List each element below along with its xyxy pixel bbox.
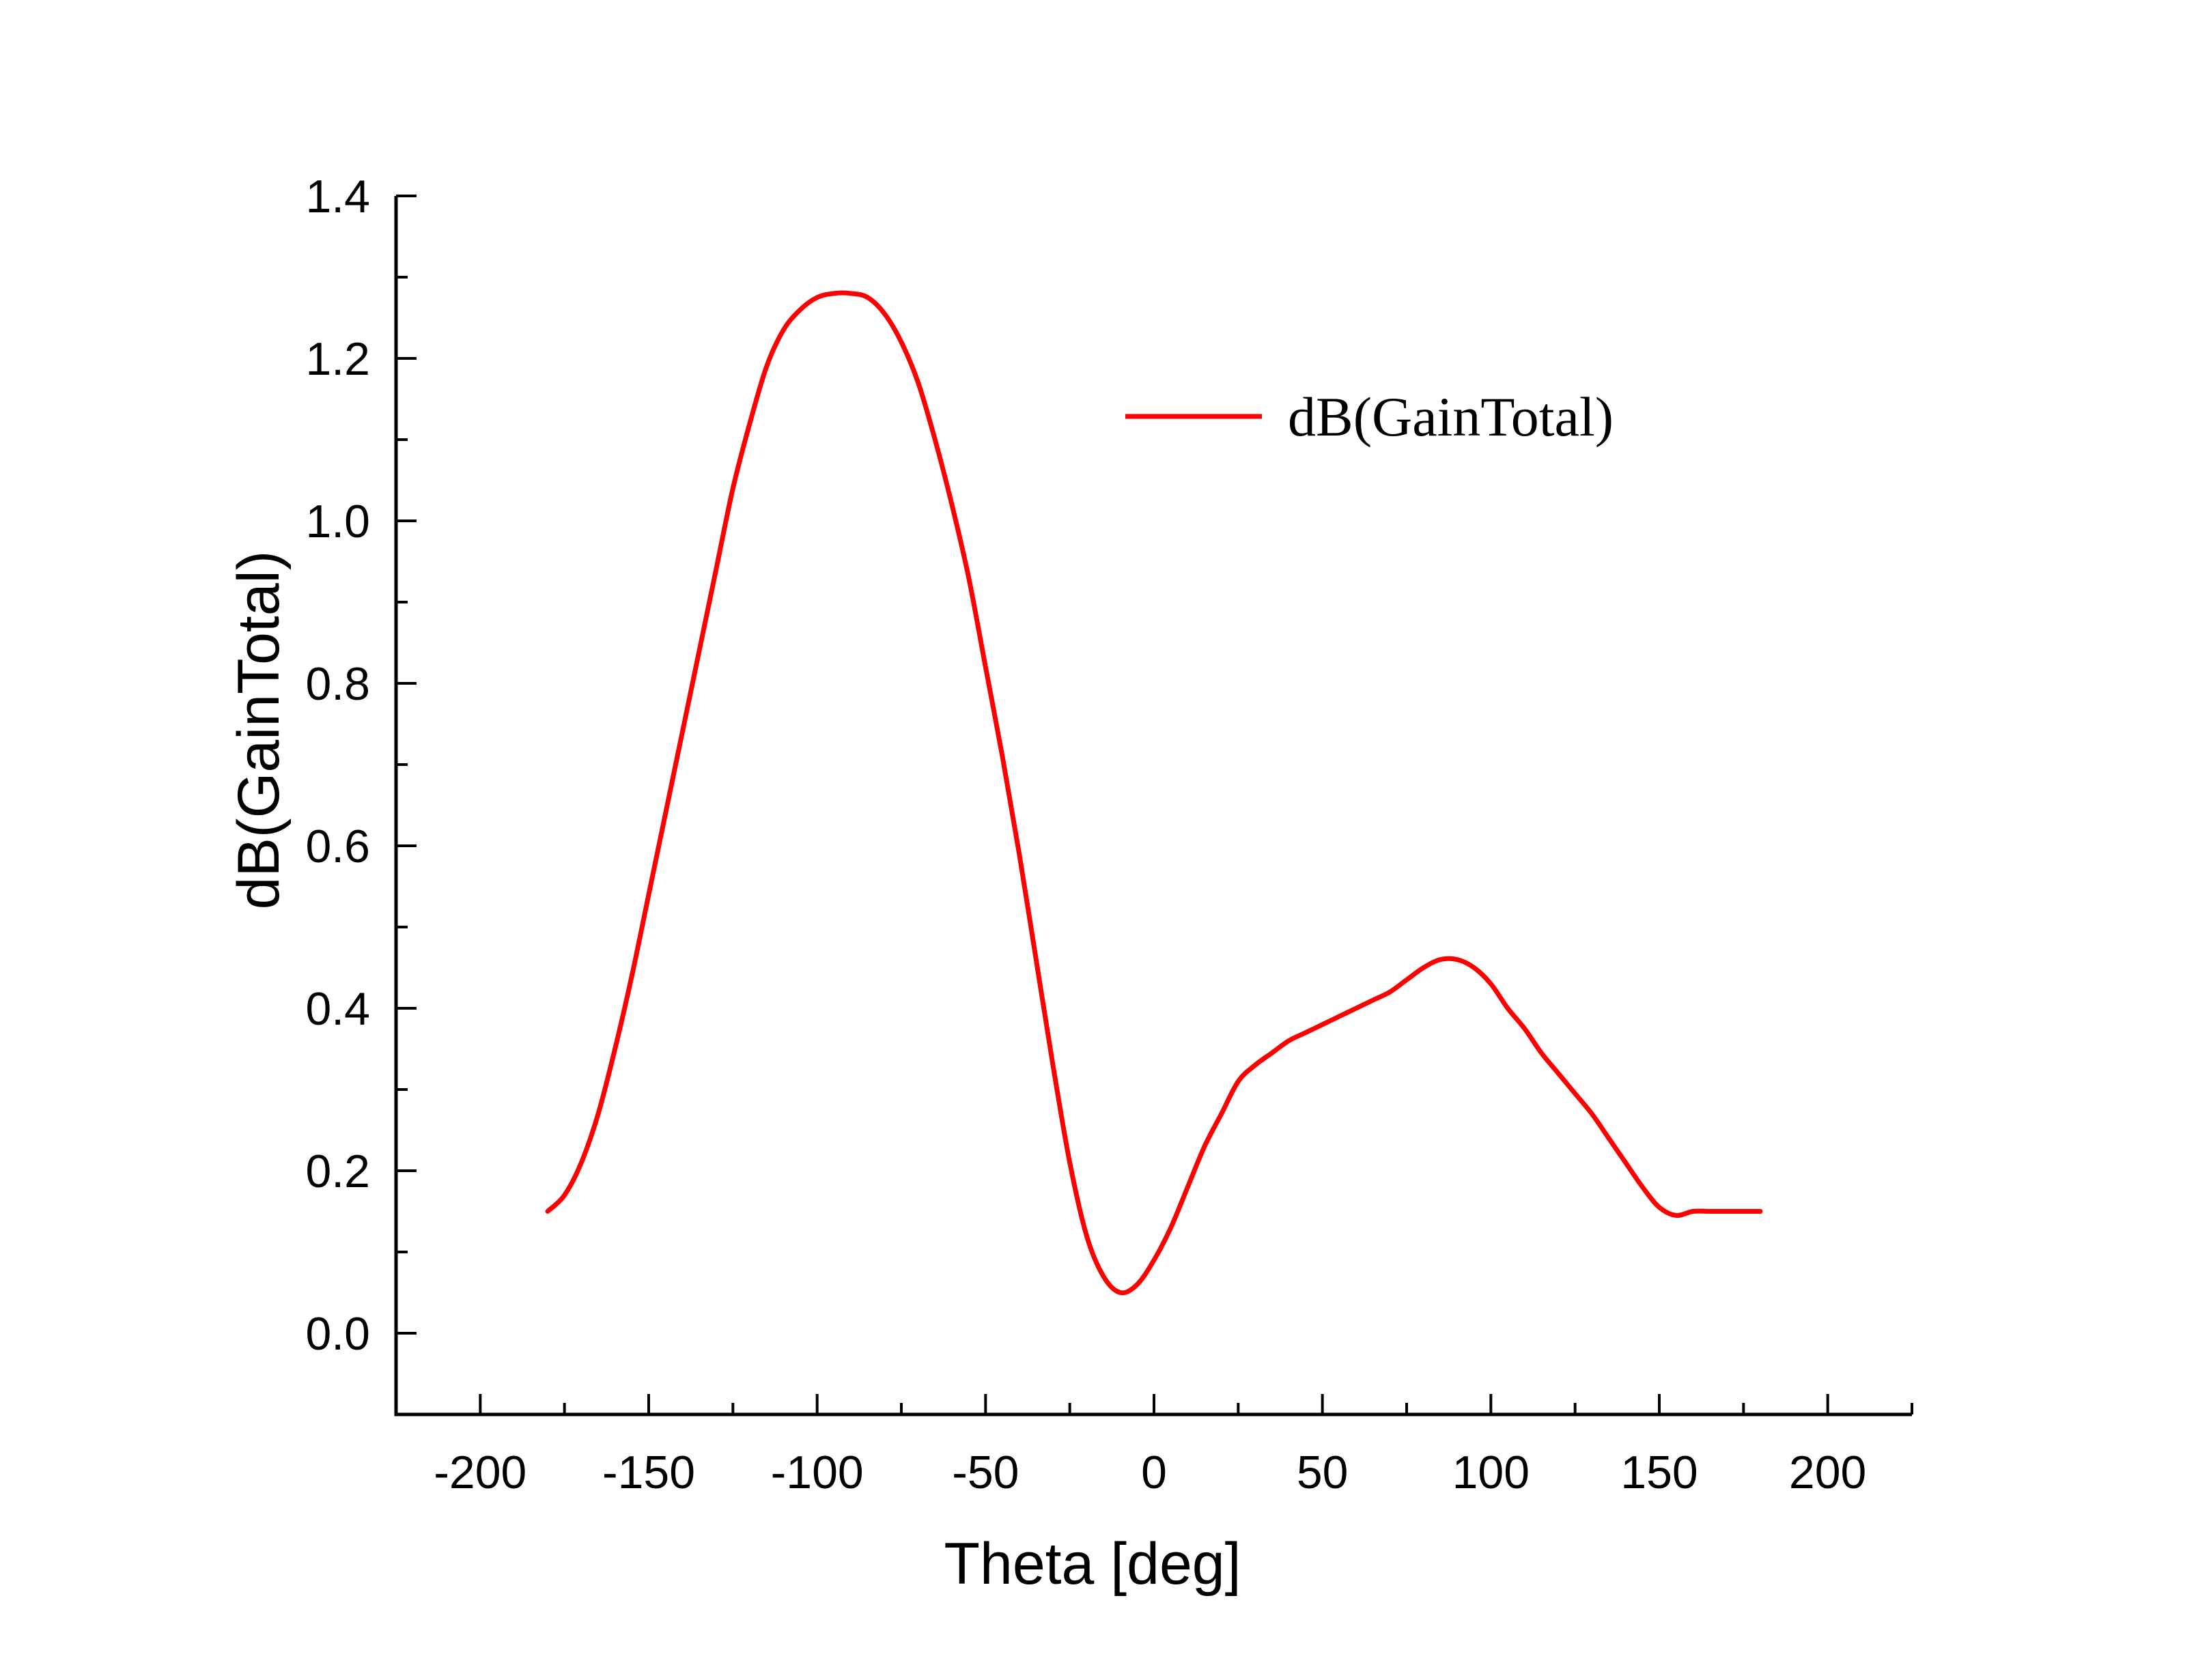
- y-tick-label: 0.4: [305, 983, 370, 1035]
- x-tick-label: -150: [602, 1447, 695, 1498]
- x-tick-label: 100: [1452, 1447, 1530, 1498]
- ticks: -200 -150 -100 -50 0 50 100 150 200 0.0 0.2 0.4 0.6 0…: [305, 171, 1913, 1498]
- legend-label: dB(GainTotal): [1288, 386, 1614, 448]
- y-tick-label: 0.0: [305, 1308, 370, 1360]
- axes: [394, 196, 1912, 1416]
- x-tick-label: -100: [771, 1447, 864, 1498]
- y-tick-label: 0.2: [305, 1145, 370, 1197]
- y-tick-label: 1.2: [305, 333, 370, 385]
- x-tick-label: -50: [952, 1447, 1019, 1498]
- y-axis-title: dB(GainTotal): [226, 551, 292, 910]
- x-axis-title: Theta [deg]: [944, 1531, 1241, 1597]
- x-tick-label: 50: [1297, 1447, 1349, 1498]
- x-tick-label: 200: [1789, 1447, 1866, 1498]
- y-tick-label: 1.4: [305, 171, 370, 223]
- legend: dB(GainTotal): [1125, 386, 1614, 448]
- x-tick-label: 0: [1141, 1447, 1167, 1498]
- y-tick-label: 1.0: [305, 496, 370, 547]
- x-tick-label: 150: [1620, 1447, 1698, 1498]
- y-tick-label: 0.8: [305, 658, 370, 710]
- y-tick-label: 0.6: [305, 821, 370, 872]
- x-tick-label: -200: [434, 1447, 526, 1498]
- series-layer: [545, 290, 1763, 1296]
- series-line: [545, 290, 1763, 1296]
